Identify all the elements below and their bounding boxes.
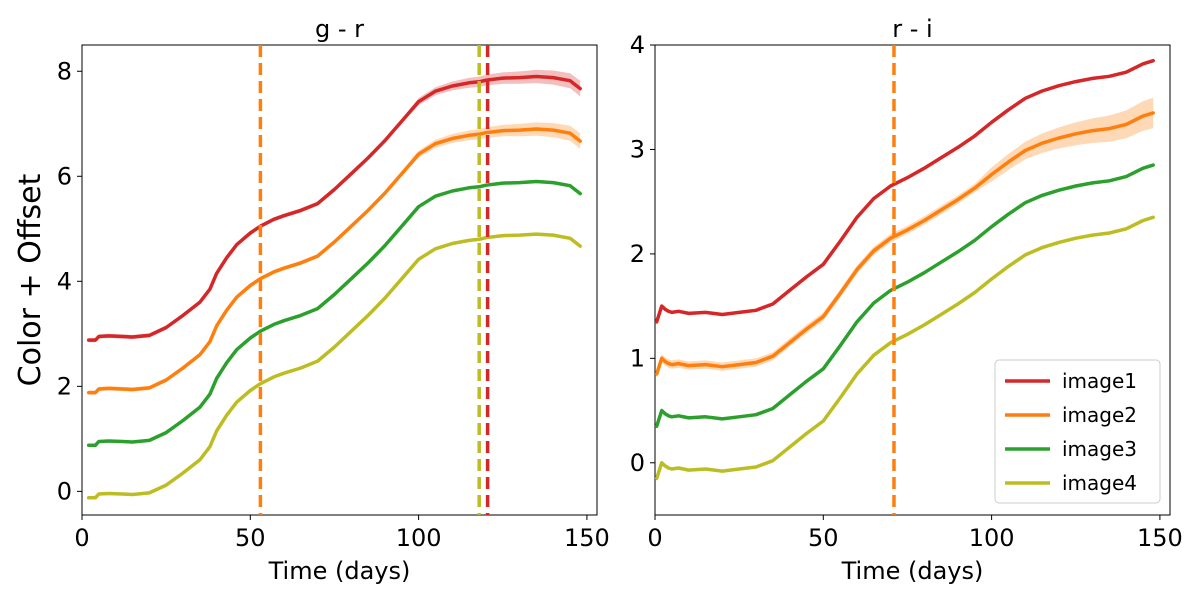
series-band-image2 — [88, 122, 581, 395]
tick-layer: 0 50 100 150 0 1 2 3 4 — [630, 31, 1183, 552]
legend: image1 image2 image3 image4 — [994, 359, 1161, 504]
x-tick-label: 100 — [969, 524, 1015, 552]
plot-frame — [654, 44, 1171, 516]
series-line-image1 — [654, 58, 1155, 324]
legend-label-image2: image2 — [1062, 403, 1137, 427]
y-tick-label: 2 — [630, 240, 645, 268]
y-tick-label: 4 — [630, 31, 645, 59]
y-axis-label: Color + Offset — [13, 173, 48, 386]
tick-layer: 0 50 100 150 0 2 4 6 8 — [57, 57, 610, 552]
series-line-image3 — [654, 163, 1155, 428]
series-layer — [654, 58, 1155, 481]
vline-layer — [258, 45, 490, 515]
x-tick-label: 150 — [564, 524, 610, 552]
legend-label-image4: image4 — [1062, 471, 1137, 495]
y-tick-label: 6 — [57, 162, 72, 190]
y-tick-label: 8 — [57, 57, 72, 85]
y-tick-label: 3 — [630, 135, 645, 163]
series-line-image1 — [86, 74, 582, 342]
y-tick-label: 2 — [57, 372, 72, 400]
y-tick-label: 0 — [57, 477, 72, 505]
chart-panel-g-r: 0 50 100 150 0 2 4 6 8 g - r Time (days) Color +… — [13, 15, 610, 585]
y-tick-label: 0 — [630, 449, 645, 477]
x-axis-label: Time (days) — [268, 557, 411, 585]
series-line-image2 — [86, 127, 582, 395]
series-line-image3 — [86, 179, 582, 447]
chart-title: r - i — [892, 15, 932, 43]
legend-label-image1: image1 — [1062, 369, 1137, 393]
series-layer — [86, 69, 582, 500]
x-tick-label: 50 — [235, 524, 266, 552]
series-line-image4 — [654, 215, 1155, 481]
x-tick-label: 50 — [808, 524, 839, 552]
series-band-image2 — [656, 97, 1154, 379]
legend-box — [994, 359, 1161, 504]
plot-frame — [81, 44, 598, 516]
x-axis-label: Time (days) — [841, 557, 984, 585]
x-tick-label: 0 — [74, 524, 89, 552]
y-tick-label: 4 — [57, 267, 72, 295]
x-tick-label: 150 — [1137, 524, 1183, 552]
legend-entries: image1 image2 image3 image4 — [1005, 369, 1137, 495]
legend-label-image3: image3 — [1062, 437, 1137, 461]
series-line-image4 — [86, 232, 582, 500]
chart-title: g - r — [315, 15, 364, 43]
x-tick-label: 0 — [647, 524, 662, 552]
x-tick-label: 100 — [396, 524, 442, 552]
series-band-image1 — [88, 69, 581, 343]
series-line-image2 — [654, 111, 1155, 376]
y-tick-label: 1 — [630, 344, 645, 372]
